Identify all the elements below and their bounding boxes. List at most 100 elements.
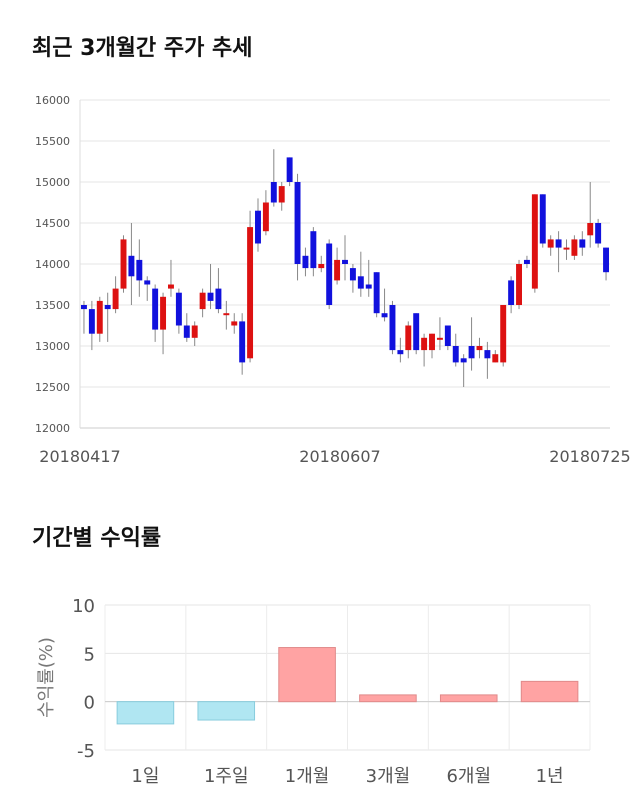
return-bar (116, 701, 175, 725)
candle-body (278, 186, 285, 203)
return-bar (520, 680, 579, 703)
return-y-tick-label: 0 (84, 693, 95, 714)
candle-body (120, 239, 127, 289)
candle-body (199, 292, 206, 310)
price-x-tick-label: 20180417 (39, 447, 120, 466)
candle-body (413, 313, 420, 351)
candle-body (239, 321, 246, 363)
price-x-tick-label: 20180725 (549, 447, 630, 466)
candle-body (603, 247, 610, 273)
candle-body (175, 292, 182, 326)
candle-body (96, 300, 103, 334)
candle-body (334, 259, 341, 281)
candle-body (539, 194, 546, 244)
candle-body (128, 255, 135, 277)
candle-body (342, 259, 348, 264)
candle-body (389, 305, 396, 351)
price-y-tick-label: 14500 (35, 217, 70, 230)
candle-body (500, 305, 507, 363)
candle-body (136, 259, 143, 281)
candle-body (587, 223, 594, 236)
candle-body (326, 243, 333, 305)
candle-body (349, 268, 356, 281)
candle-body (555, 239, 562, 248)
candle-body (421, 337, 428, 351)
return-x-tick-label: 1년 (536, 766, 564, 787)
candle-body (88, 309, 95, 334)
price-y-tick-label: 12000 (35, 422, 70, 435)
candle-body (468, 346, 475, 359)
candle-body (247, 227, 254, 359)
candle-body (397, 350, 404, 355)
return-y-tick-label: 5 (84, 644, 95, 665)
candle-body (152, 288, 159, 330)
candle-body (405, 325, 412, 351)
return-bar (197, 701, 256, 721)
return-chart-title: 기간별 수익률 (32, 526, 162, 551)
candle-body (302, 255, 309, 269)
candle-body (452, 346, 459, 363)
candle-body (104, 305, 111, 310)
candle-body (476, 346, 483, 351)
return-x-tick-label: 3개월 (366, 766, 411, 787)
candle-body (508, 280, 515, 305)
price-y-tick-label: 15500 (35, 135, 70, 148)
candle-body (563, 247, 570, 250)
candle-body (80, 305, 87, 310)
price-x-tick-label: 20180607 (299, 447, 380, 466)
candle-body (207, 292, 214, 301)
candle-body (547, 239, 554, 248)
candle-body (492, 354, 499, 363)
candlestick-chart: 12000 12500 13000 13500 14000 14500 15000 15500… (35, 94, 631, 466)
return-bar (278, 647, 336, 703)
candle-body (262, 202, 269, 232)
candle-body (144, 280, 151, 285)
candle-body (183, 325, 190, 338)
candle-body (160, 296, 167, 330)
candle-body (310, 231, 317, 269)
candle-body (373, 272, 380, 314)
return-y-axis-label: 수익률(%) (36, 637, 57, 718)
candle-body (168, 284, 174, 289)
candle-body (579, 239, 586, 248)
candle-body (357, 276, 364, 289)
return-x-tick-label: 1개월 (285, 766, 330, 787)
candle-body (571, 239, 578, 256)
candle-body (595, 223, 602, 244)
candle-body (294, 182, 301, 264)
return-bar (439, 694, 498, 703)
price-y-tick-label: 13500 (35, 299, 70, 312)
return-x-tick-label: 1주일 (204, 766, 249, 787)
price-y-tick-label: 12500 (35, 381, 70, 394)
return-x-tick-label: 1일 (131, 766, 159, 787)
candle-body (318, 264, 325, 269)
candle-body (255, 210, 261, 244)
candle-body (381, 313, 388, 318)
return-y-tick-label: -5 (77, 741, 95, 762)
price-y-tick-label: 14000 (35, 258, 70, 271)
candle-body (112, 288, 119, 310)
candle-body (429, 333, 435, 351)
candle-body (223, 313, 230, 316)
price-y-tick-label: 16000 (35, 94, 70, 107)
return-bar (359, 694, 417, 703)
return-y-tick-label: 10 (72, 596, 95, 617)
candle-body (191, 325, 198, 338)
price-chart-title: 최근 3개월간 주가 추세 (32, 36, 253, 61)
candle-body (215, 288, 222, 310)
candle-body (444, 325, 451, 346)
price-y-tick-label: 15000 (35, 176, 70, 189)
candle-body (531, 194, 538, 289)
return-x-tick-label: 6개월 (446, 766, 491, 787)
candle-body (523, 259, 530, 264)
candle-body (231, 321, 238, 326)
price-y-tick-label: 13000 (35, 340, 70, 353)
candle-body (365, 284, 372, 289)
candle-body (286, 157, 293, 182)
candle-body (460, 358, 467, 363)
candle-body (484, 350, 491, 359)
candle-body (516, 264, 522, 305)
candle-body (270, 182, 277, 203)
candle-body (436, 337, 443, 340)
